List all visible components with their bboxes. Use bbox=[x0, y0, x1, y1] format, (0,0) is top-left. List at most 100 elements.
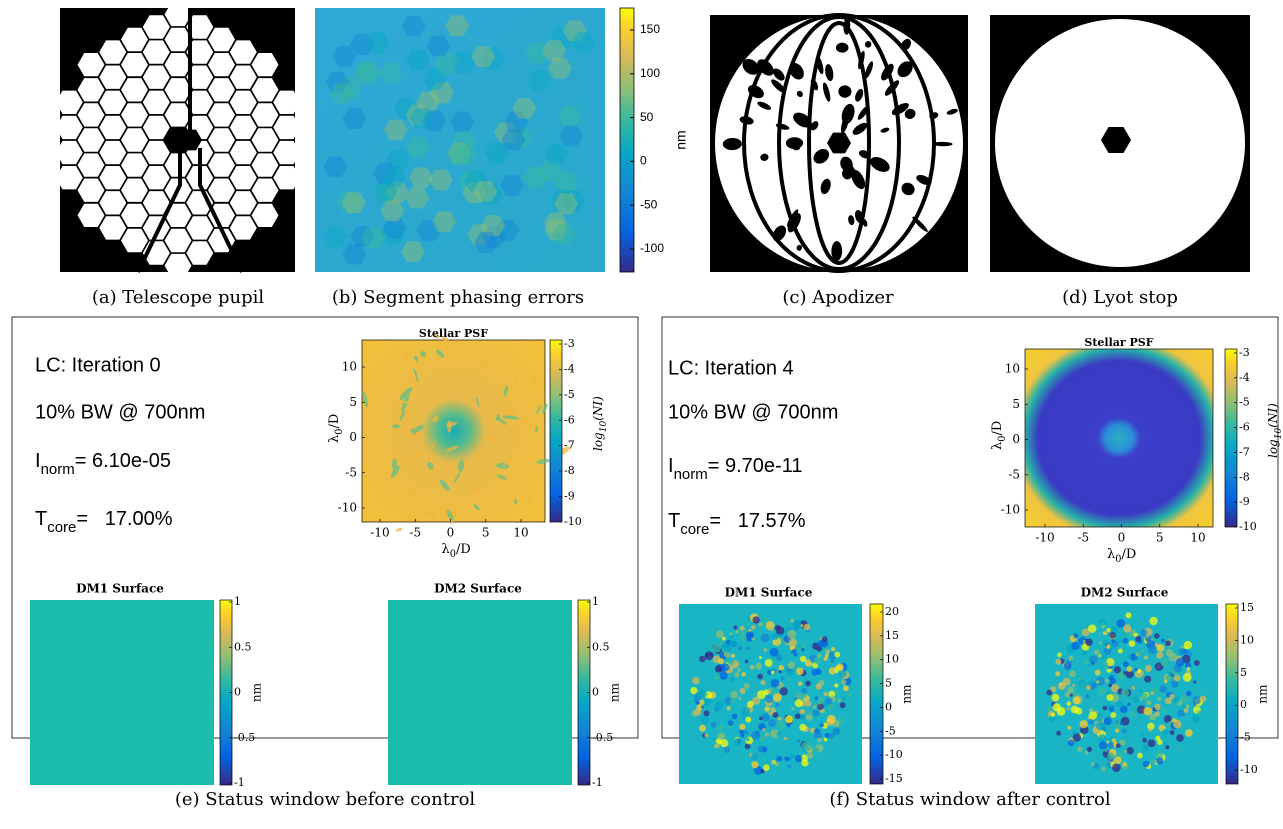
dm-actuator bbox=[792, 649, 796, 653]
dm-actuator bbox=[1051, 713, 1055, 717]
dm-actuator bbox=[1057, 652, 1062, 657]
colorbar bbox=[1226, 604, 1238, 784]
label-symbol: log bbox=[1266, 439, 1280, 458]
dm-actuator bbox=[1157, 697, 1161, 701]
dm-actuator bbox=[1119, 672, 1124, 677]
dm-actuator bbox=[739, 724, 745, 730]
dm-actuator bbox=[751, 731, 760, 740]
y-tick-label: 5 bbox=[1012, 397, 1020, 411]
dm-actuator bbox=[770, 627, 774, 631]
dm-actuator bbox=[732, 714, 738, 720]
dm-actuator bbox=[1144, 707, 1153, 716]
dm-actuator bbox=[1159, 685, 1167, 693]
dm-actuator bbox=[1071, 642, 1079, 650]
dm-actuator bbox=[721, 663, 729, 671]
caption: (f) Status window after control bbox=[829, 789, 1111, 810]
dm-actuator bbox=[759, 717, 763, 721]
dm-actuator bbox=[752, 616, 759, 623]
dm-actuator bbox=[831, 647, 835, 651]
dm-actuator bbox=[1107, 742, 1114, 749]
dm-actuator bbox=[830, 659, 834, 663]
dm-actuator bbox=[1073, 733, 1081, 741]
label-rest: /D bbox=[1121, 547, 1136, 562]
colorbar-tick-label: -7 bbox=[1239, 445, 1250, 458]
colorbar-tick-label: -1 bbox=[234, 776, 245, 789]
dm-actuator bbox=[1164, 680, 1167, 683]
dm-actuator bbox=[1103, 706, 1108, 711]
colorbar-tick-label: 15 bbox=[1240, 601, 1254, 614]
colorbar-label: nm bbox=[608, 682, 622, 702]
dm-actuator bbox=[1149, 617, 1157, 625]
dm-actuator bbox=[728, 659, 734, 665]
dm-actuator bbox=[1192, 715, 1200, 723]
colorbar-tick-label: -5 bbox=[564, 388, 575, 401]
dm-actuator bbox=[1146, 700, 1151, 705]
dm-actuator bbox=[729, 635, 733, 639]
colorbar-label: nm bbox=[900, 684, 914, 704]
dm-actuator bbox=[733, 626, 737, 630]
dm-actuator bbox=[793, 620, 802, 629]
dm-actuator bbox=[842, 696, 846, 700]
dm-actuator bbox=[1124, 750, 1127, 753]
dm-actuator bbox=[1102, 661, 1107, 666]
y-tick-label: 5 bbox=[349, 395, 357, 409]
colorbar-tick-label: -50 bbox=[640, 197, 658, 211]
dm-actuator bbox=[1161, 639, 1165, 643]
dm-actuator bbox=[1156, 757, 1163, 764]
dm-actuator bbox=[755, 663, 762, 670]
dm-actuator bbox=[739, 633, 747, 641]
dm-actuator bbox=[705, 651, 714, 660]
dm-actuator bbox=[1087, 747, 1092, 752]
dm-actuator bbox=[1120, 722, 1123, 725]
psf-image bbox=[362, 340, 545, 522]
dm-actuator bbox=[1137, 753, 1143, 759]
dm-actuator bbox=[807, 752, 814, 759]
caption: (a) Telescope pupil bbox=[92, 287, 265, 308]
x-tick-label: 0 bbox=[1118, 531, 1126, 545]
dm-actuator bbox=[808, 710, 813, 715]
dm-actuator bbox=[1115, 720, 1118, 723]
label-rest: /D bbox=[456, 542, 471, 557]
dm-actuator bbox=[1105, 666, 1109, 670]
dm-actuator bbox=[1073, 697, 1081, 705]
dm-actuator bbox=[1085, 639, 1092, 646]
dm-actuator bbox=[701, 706, 704, 709]
dm-actuator bbox=[704, 734, 708, 738]
colorbar-tick-label: -15 bbox=[885, 772, 903, 785]
dm-actuator bbox=[760, 769, 764, 773]
dm-actuator bbox=[728, 720, 734, 726]
dm-actuator bbox=[742, 716, 746, 720]
dm-actuator bbox=[712, 737, 716, 741]
dm-actuator bbox=[1173, 696, 1180, 703]
dm-actuator bbox=[1094, 649, 1099, 654]
dm-actuator bbox=[1123, 661, 1129, 667]
dm-actuator bbox=[817, 697, 824, 704]
dm-actuator bbox=[835, 690, 840, 695]
dm-actuator bbox=[737, 668, 741, 672]
dm-actuator bbox=[1078, 677, 1081, 680]
figure: 150100500-50-100nm(a) Telescope pupil(b)… bbox=[0, 0, 1283, 829]
dm-actuator bbox=[801, 648, 805, 652]
dm-actuator bbox=[1187, 667, 1190, 670]
dm-actuator bbox=[797, 739, 801, 743]
dm-actuator bbox=[813, 705, 817, 709]
colorbar-tick-label: 10 bbox=[1240, 633, 1254, 646]
dm-actuator bbox=[1114, 756, 1122, 764]
dm-actuator bbox=[734, 672, 739, 677]
dm-actuator bbox=[1145, 665, 1152, 672]
colorbar-tick-label: 10 bbox=[885, 653, 899, 666]
dm-actuator bbox=[776, 756, 782, 762]
colorbar-tick-label: -10 bbox=[885, 748, 903, 761]
colorbar-tick-label: -5 bbox=[1240, 731, 1251, 744]
y-tick-label: 10 bbox=[342, 360, 357, 374]
dm-actuator bbox=[1155, 711, 1160, 716]
dm-actuator bbox=[1056, 731, 1061, 736]
dm-actuator bbox=[778, 717, 782, 721]
dm-actuator bbox=[758, 622, 763, 627]
label-subscript: norm bbox=[674, 466, 708, 483]
dm-actuator bbox=[1126, 747, 1134, 755]
dm-actuator bbox=[729, 640, 736, 647]
dm-actuator bbox=[1103, 631, 1107, 635]
colorbar-tick-label: -6 bbox=[564, 413, 575, 426]
dm-actuator bbox=[1193, 680, 1196, 683]
